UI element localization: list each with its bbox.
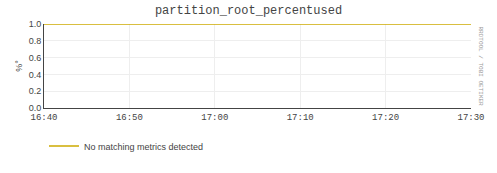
svg-text:17:30: 17:30 <box>457 113 484 123</box>
svg-text:16:50: 16:50 <box>116 113 143 123</box>
svg-text:0.4: 0.4 <box>29 70 42 80</box>
svg-text:No matching metrics detected: No matching metrics detected <box>84 142 203 152</box>
svg-text:partition_root_percentused: partition_root_percentused <box>155 4 342 18</box>
svg-text:RRDTOOL / TOBI OETIKER: RRDTOOL / TOBI OETIKER <box>477 27 484 107</box>
svg-text:0.8: 0.8 <box>29 36 42 46</box>
svg-text:%°: %° <box>14 60 24 72</box>
svg-text:0.0: 0.0 <box>29 103 42 113</box>
svg-text:17:00: 17:00 <box>201 113 228 123</box>
svg-text:1.0: 1.0 <box>29 19 42 29</box>
svg-text:0.2: 0.2 <box>29 86 42 96</box>
svg-text:17:20: 17:20 <box>372 113 399 123</box>
svg-text:17:10: 17:10 <box>287 113 314 123</box>
svg-text:0.6: 0.6 <box>29 53 42 63</box>
svg-text:16:40: 16:40 <box>30 113 57 123</box>
